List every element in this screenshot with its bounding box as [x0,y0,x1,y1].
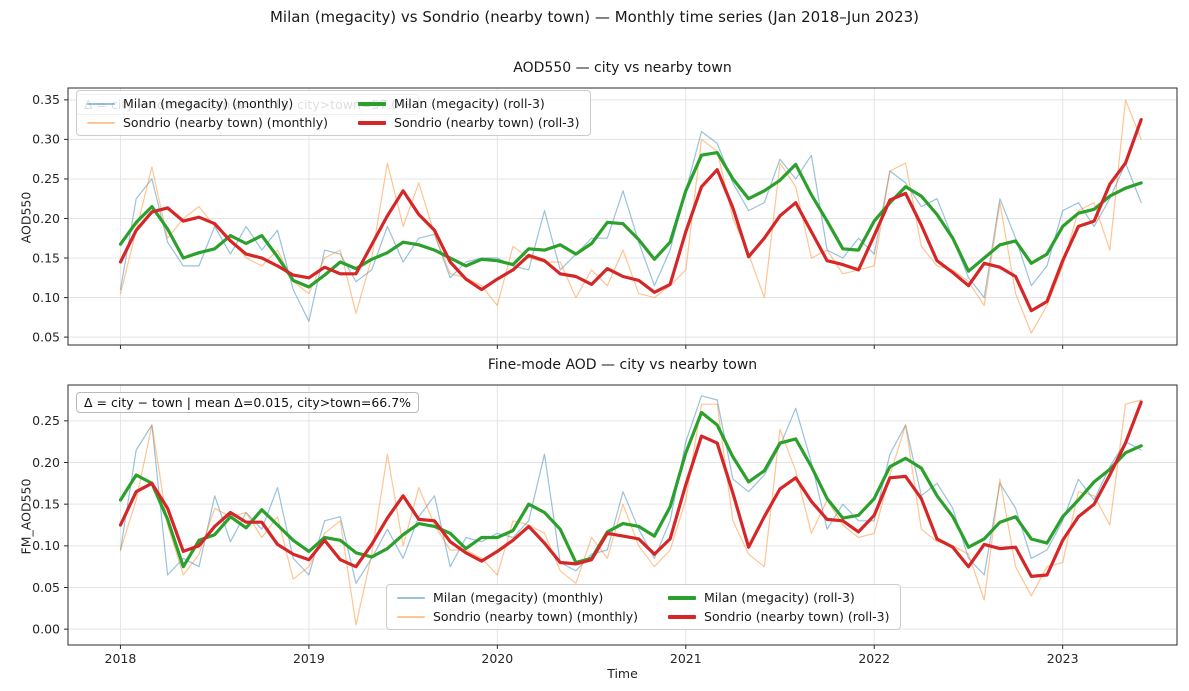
legend-label: Milan (megacity) (roll-3) [704,590,855,605]
top-ytick-label: 0.25 [32,171,60,186]
annotation-bottom-chart: Δ = city − town | mean Δ=0.015, city>tow… [76,392,420,413]
legend-line-sample [668,614,697,619]
legend-label: Sondrio (nearby town) (roll-3) [704,609,890,624]
top-line-milan-roll3 [118,151,1143,289]
legend-line-sample [668,595,697,600]
top-line-sondrio-roll3 [118,117,1143,313]
x-axis-tick-label: 2020 [481,651,513,666]
legend-label: Milan (megacity) (roll-3) [394,96,545,111]
x-axis-tick-label: 2018 [105,651,137,666]
bottom-ytick-label: 0.05 [32,580,60,595]
bottom-axes-frame [67,384,1178,646]
x-axis-label: Time [607,666,638,681]
legend-label: Sondrio (nearby town) (roll-3) [394,115,580,130]
x-axis-tick-label: 2021 [670,651,702,666]
legend-item-milan-monthly: Milan (megacity) (monthly) [87,96,328,111]
top-chart-title: AOD550 — city vs nearby town [513,60,732,76]
bottom-ytick-label: 0.10 [32,538,60,553]
legend-item-milan-roll3: Milan (megacity) (roll-3) [358,96,580,111]
legend-label: Milan (megacity) (monthly) [123,96,294,111]
legend-line-sample [397,615,425,618]
x-axis-tick-label: 2022 [858,651,890,666]
x-axis-tick-label: 2019 [293,651,325,666]
bottom-ytick-label: 0.15 [32,496,60,511]
legend-line-sample [397,596,425,599]
top-ytick-label: 0.10 [32,290,60,305]
bottom-ytick-label: 0.25 [32,413,60,428]
top-line-milan-monthly [119,130,1142,322]
top-chart-ylabel: AOD550 [18,191,34,244]
legend-item-milan-roll3: Milan (megacity) (roll-3) [668,590,890,605]
legend-label: Sondrio (nearby town) (monthly) [123,115,329,130]
legend-item-milan-monthly: Milan (megacity) (monthly) [397,590,638,605]
legend-line-sample [358,101,387,106]
top-ytick-label: 0.20 [32,211,60,226]
x-axis-tick-label: 2023 [1047,651,1079,666]
legend-label: Milan (megacity) (monthly) [433,590,604,605]
legend-item-sondrio-monthly: Sondrio (nearby town) (monthly) [397,609,638,624]
legend-item-sondrio-monthly: Sondrio (nearby town) (monthly) [87,115,328,130]
top-ytick-label: 0.05 [32,329,60,344]
bottom-line-milan-monthly [119,395,1142,584]
legend-item-sondrio-roll3: Sondrio (nearby town) (roll-3) [668,609,890,624]
bottom-line-sondrio-roll3 [118,400,1143,579]
figure-suptitle: Milan (megacity) vs Sondrio (nearby town… [269,8,920,26]
legend-line-sample [87,121,115,124]
legend-top-chart: Milan (megacity) (monthly) Sondrio (nearb… [76,90,591,136]
legend-line-sample [87,102,115,105]
bottom-line-milan-roll3 [118,410,1143,569]
legend-line-sample [358,120,387,125]
legend-label: Sondrio (nearby town) (monthly) [433,609,639,624]
top-ytick-label: 0.30 [32,132,60,147]
legend-bottom-chart: Milan (megacity) (monthly) Sondrio (nearb… [386,584,901,630]
top-ytick-label: 0.35 [32,92,60,107]
top-axes-frame [67,87,1178,346]
bottom-chart-title: Fine-mode AOD — city vs nearby town [487,357,758,373]
bottom-ytick-label: 0.20 [32,455,60,470]
top-ytick-label: 0.15 [32,250,60,265]
bottom-ytick-label: 0.00 [32,621,60,636]
legend-item-sondrio-roll3: Sondrio (nearby town) (roll-3) [358,115,580,130]
bottom-chart-ylabel: FM_AOD550 [18,478,34,555]
